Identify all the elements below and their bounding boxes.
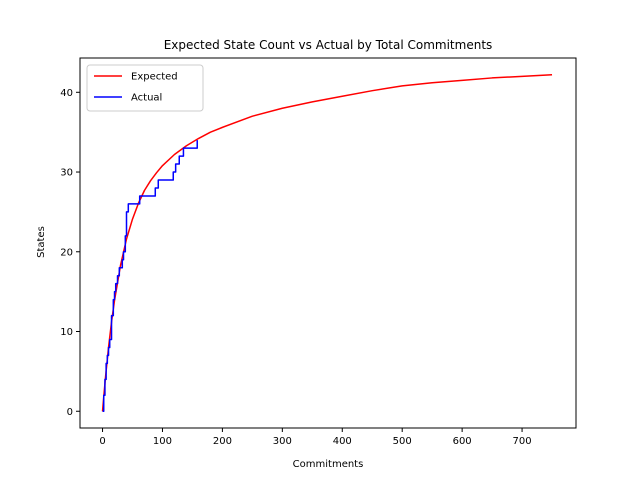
y-tick-label: 40 [60,88,73,99]
x-tick-label: 300 [273,436,292,447]
legend-label-actual: Actual [131,93,162,104]
legend-label-expected: Expected [131,72,178,83]
chart-title: Expected State Count vs Actual by Total … [164,38,493,52]
x-tick-label: 100 [153,436,172,447]
y-tick-label: 20 [60,247,73,258]
y-tick-label: 30 [60,168,73,179]
x-tick-label: 700 [513,436,532,447]
y-axis-label: States [36,226,47,258]
legend: Expected Actual [86,64,204,112]
y-tick-label: 10 [60,327,73,338]
series-line-actual [102,140,198,413]
x-tick-label: 0 [99,436,105,447]
x-axis-label: Commitments [293,459,364,470]
x-tick-label: 600 [453,436,472,447]
plot-frame [79,57,577,429]
y-tick-label: 0 [67,407,73,418]
x-tick-label: 500 [393,436,412,447]
plot-area: 0 100 200 300 400 500 600 700 0 10 20 30 40 [60,73,553,447]
x-tick-label: 400 [333,436,352,447]
x-tick-label: 200 [213,436,232,447]
